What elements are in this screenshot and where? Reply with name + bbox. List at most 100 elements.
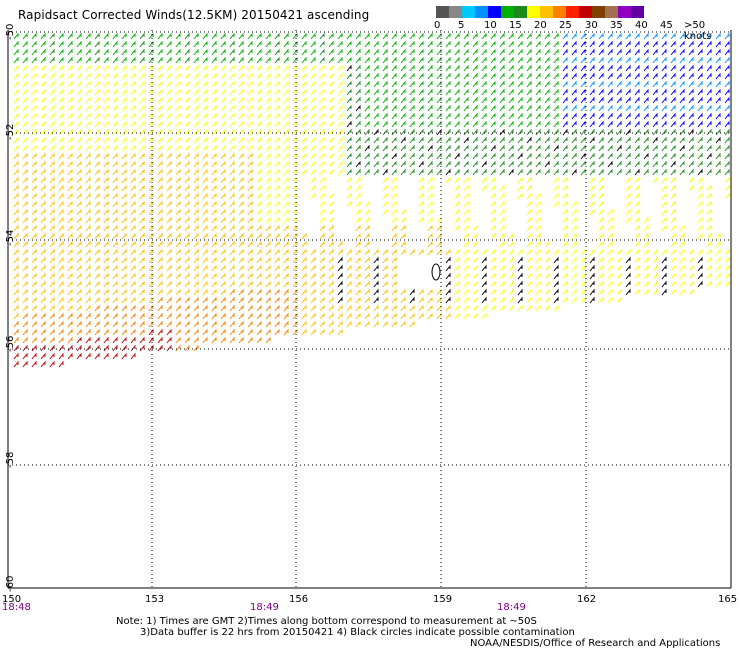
wind-barb: [229, 96, 235, 104]
wind-barb: [247, 96, 253, 104]
wind-barb: [364, 216, 370, 224]
wind-barb: [508, 104, 514, 112]
wind-barb: [697, 248, 703, 256]
wind-barb: [472, 248, 478, 256]
wind-barb: [13, 168, 19, 176]
wind-barb: [697, 120, 703, 128]
wind-barb: [265, 48, 271, 56]
wind-barb: [670, 96, 676, 104]
wind-barb: [454, 96, 460, 104]
wind-barb: [49, 48, 55, 56]
wind-barb: [112, 40, 118, 48]
wind-barb: [661, 40, 667, 48]
wind-barb: [13, 200, 19, 208]
wind-barb: [85, 240, 91, 248]
wind-barb: [364, 112, 370, 120]
wind-barb: [679, 280, 685, 288]
wind-barb: [139, 80, 145, 88]
wind-barb: [94, 104, 100, 112]
wind-barb: [445, 168, 451, 176]
wind-barb: [544, 40, 550, 48]
wind-barb: [391, 280, 397, 288]
wind-barb: [256, 224, 262, 232]
wind-barb: [427, 104, 433, 112]
wind-barb: [526, 80, 532, 88]
wind-barb: [49, 360, 55, 368]
wind-barb: [724, 192, 730, 200]
wind-barb: [481, 128, 487, 136]
wind-barb: [454, 280, 460, 288]
wind-barb: [202, 288, 208, 296]
wind-barb: [355, 272, 361, 280]
wind-barb: [508, 240, 514, 248]
wind-barb: [40, 360, 46, 368]
wind-barb: [139, 176, 145, 184]
wind-barb: [139, 144, 145, 152]
wind-barb: [157, 208, 163, 216]
wind-barb: [373, 320, 379, 328]
wind-barb: [553, 304, 559, 312]
wind-barb: [679, 144, 685, 152]
wind-barb: [328, 112, 334, 120]
wind-barb: [445, 296, 451, 304]
wind-barb: [166, 232, 172, 240]
wind-barb: [571, 96, 577, 104]
wind-barb: [463, 272, 469, 280]
wind-barb: [193, 176, 199, 184]
wind-barb: [643, 40, 649, 48]
wind-barb: [175, 48, 181, 56]
wind-barb: [76, 264, 82, 272]
wind-barb: [634, 208, 640, 216]
wind-barb: [67, 152, 73, 160]
wind-barb: [526, 280, 532, 288]
wind-barb: [382, 80, 388, 88]
wind-barb: [526, 56, 532, 64]
wind-barb: [67, 40, 73, 48]
wind-barb: [202, 232, 208, 240]
wind-barb: [319, 144, 325, 152]
wind-barb: [634, 232, 640, 240]
wind-barb: [193, 264, 199, 272]
wind-barb: [652, 280, 658, 288]
wind-barb: [535, 168, 541, 176]
wind-barb: [508, 64, 514, 72]
wind-barb: [166, 208, 172, 216]
wind-barb: [364, 240, 370, 248]
wind-barb: [139, 56, 145, 64]
wind-barb: [238, 328, 244, 336]
wind-barb: [211, 256, 217, 264]
wind-barb: [337, 248, 343, 256]
wind-barb: [220, 312, 226, 320]
wind-barb: [22, 336, 28, 344]
wind-barb: [76, 56, 82, 64]
wind-barb: [328, 200, 334, 208]
wind-barb: [409, 56, 415, 64]
wind-barb: [319, 168, 325, 176]
wind-barb: [553, 280, 559, 288]
wind-barb: [256, 328, 262, 336]
wind-barb: [67, 344, 73, 352]
wind-barb: [94, 304, 100, 312]
wind-barb: [580, 80, 586, 88]
wind-barb: [301, 160, 307, 168]
wind-barb: [409, 304, 415, 312]
wind-barb: [247, 176, 253, 184]
wind-barb: [319, 80, 325, 88]
wind-barb: [562, 112, 568, 120]
wind-barb: [346, 136, 352, 144]
wind-barb: [67, 264, 73, 272]
wind-barb: [220, 216, 226, 224]
wind-barb: [319, 272, 325, 280]
wind-barb: [598, 48, 604, 56]
wind-barb: [436, 168, 442, 176]
wind-barb: [490, 40, 496, 48]
wind-barb: [112, 128, 118, 136]
wind-barb: [391, 32, 397, 40]
wind-barb: [598, 96, 604, 104]
wind-barb: [706, 104, 712, 112]
wind-barb: [265, 104, 271, 112]
wind-barb: [517, 256, 523, 264]
wind-barb: [265, 240, 271, 248]
wind-barb: [562, 208, 568, 216]
wind-barb: [589, 56, 595, 64]
